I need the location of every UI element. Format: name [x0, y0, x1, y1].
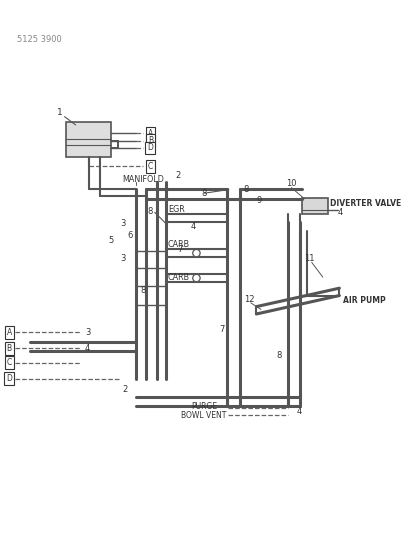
Text: PURGE: PURGE — [191, 402, 217, 411]
Text: 1: 1 — [57, 108, 63, 117]
Text: 7: 7 — [177, 245, 182, 254]
Text: 4: 4 — [85, 344, 90, 353]
Text: 3: 3 — [120, 219, 125, 228]
Text: 8: 8 — [140, 286, 146, 295]
Text: 12: 12 — [244, 295, 255, 304]
Text: 6: 6 — [127, 231, 133, 240]
Text: 10: 10 — [286, 180, 296, 189]
Text: 4: 4 — [297, 407, 302, 416]
Text: 4: 4 — [191, 222, 196, 231]
Text: MANIFOLD: MANIFOLD — [123, 175, 164, 184]
FancyBboxPatch shape — [67, 122, 111, 157]
Text: A: A — [7, 328, 12, 337]
FancyBboxPatch shape — [302, 198, 328, 214]
Text: D: D — [147, 143, 153, 152]
Text: 11: 11 — [304, 254, 315, 263]
Text: 3: 3 — [85, 328, 90, 337]
Text: C: C — [148, 162, 153, 171]
Text: D: D — [6, 374, 12, 383]
Text: 8: 8 — [201, 189, 206, 198]
Text: 7: 7 — [220, 325, 225, 334]
Text: DIVERTER VALVE: DIVERTER VALVE — [330, 199, 401, 208]
Text: A: A — [148, 129, 153, 138]
Text: 8: 8 — [148, 207, 153, 216]
Text: B: B — [148, 136, 153, 145]
Text: EGR: EGR — [168, 205, 184, 214]
Text: 9: 9 — [256, 196, 262, 205]
Text: C: C — [7, 358, 12, 367]
Text: 5125 3900: 5125 3900 — [17, 35, 61, 44]
Text: CARB: CARB — [168, 240, 190, 249]
Circle shape — [193, 249, 200, 257]
Text: 3: 3 — [120, 254, 125, 263]
Text: 4: 4 — [337, 208, 343, 217]
Text: B: B — [7, 344, 12, 353]
Text: 8: 8 — [244, 185, 249, 194]
Text: 2: 2 — [175, 171, 180, 180]
Text: BOWL VENT: BOWL VENT — [181, 411, 226, 420]
Text: 2: 2 — [123, 385, 128, 394]
Circle shape — [193, 274, 200, 282]
Text: 8: 8 — [277, 351, 282, 360]
Text: AIR PUMP: AIR PUMP — [343, 296, 386, 305]
Text: CARB: CARB — [168, 272, 190, 281]
Text: 5: 5 — [109, 236, 114, 245]
